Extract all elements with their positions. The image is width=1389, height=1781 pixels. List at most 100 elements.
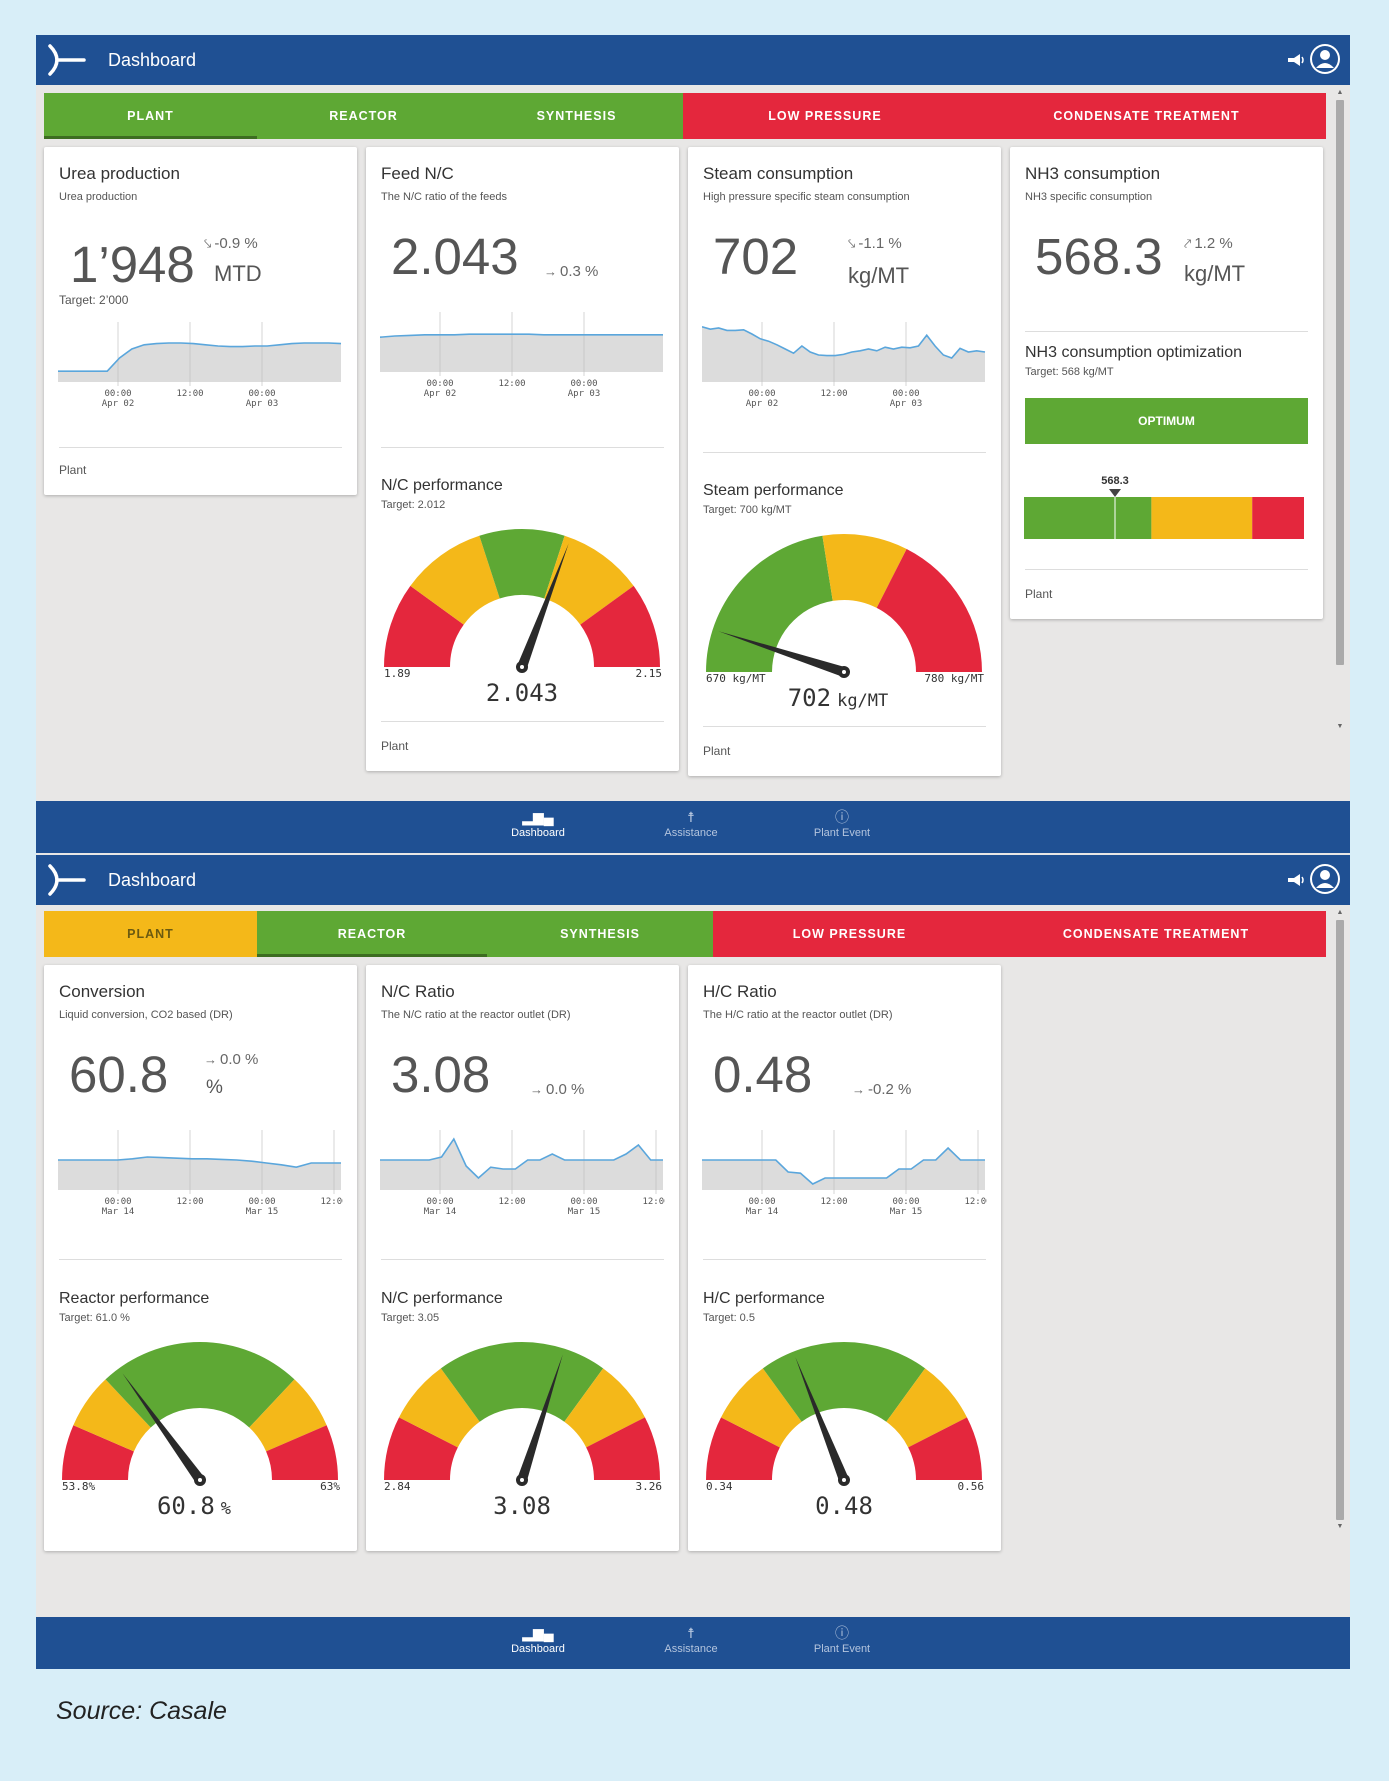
nav-assistance[interactable]: ☨ Assistance	[641, 807, 741, 839]
tick-date-label: Mar 14	[424, 1207, 457, 1217]
range-band-green	[1024, 497, 1152, 539]
tick-date-label: Apr 02	[102, 399, 135, 409]
scrollbar[interactable]: ▲ ▼	[1334, 909, 1346, 1530]
range-marker-icon	[1109, 489, 1121, 497]
megaphone-icon[interactable]	[1286, 870, 1306, 890]
scroll-thumb[interactable]	[1336, 100, 1344, 665]
nav-dashboard[interactable]: ▂▆▄ Dashboard	[488, 807, 588, 839]
gauge-band-red	[266, 1425, 338, 1480]
tab-synthesis[interactable]: SYNTHESIS	[470, 93, 683, 139]
tick-label: 00:00	[748, 389, 775, 399]
divider	[381, 721, 664, 722]
range-band-red	[1252, 497, 1304, 539]
gauge-band-green	[479, 529, 565, 599]
kpi-trend: → -0.2 %	[852, 1081, 912, 1098]
tick-label: 00:00	[892, 1197, 919, 1207]
bar-chart-icon: ▂▆▄	[522, 1625, 554, 1641]
account-icon[interactable]	[1308, 42, 1342, 76]
gauge-needle	[122, 1373, 205, 1483]
gauge-max-label: 780 kg/MT	[924, 672, 984, 685]
casale-logo-icon[interactable]	[44, 862, 88, 898]
kpi-value: 0.48	[713, 1046, 813, 1103]
gauge-needle-center	[520, 665, 524, 669]
gauge-band-red	[384, 1417, 458, 1480]
chart-line	[702, 1146, 985, 1185]
scroll-thumb[interactable]	[1336, 920, 1344, 1520]
kpi-trend: ⤥ -1.1 %	[848, 235, 902, 252]
gauge-needle-center	[520, 1478, 524, 1482]
chart-line	[58, 1156, 341, 1169]
tick-date-label: Apr 03	[246, 399, 279, 409]
tick-label: 12:00	[176, 1197, 203, 1207]
nc-performance-gauge: 1.89 2.15 2.043	[384, 529, 662, 707]
performance-title: H/C performance	[703, 1290, 825, 1307]
kpi-trend: ⤥ -0.9 %	[204, 235, 258, 252]
performance-title: N/C performance	[381, 1290, 503, 1307]
trending-down-icon: ⤥	[848, 236, 856, 251]
scroll-up-icon[interactable]: ▲	[1336, 89, 1344, 96]
gauge-needle	[517, 1354, 563, 1482]
tab-condensate-treatment[interactable]: CONDENSATE TREATMENT	[986, 911, 1326, 957]
gauge-needle	[517, 543, 569, 669]
card-title: NH3 consumption	[1025, 164, 1161, 183]
gauge-min-label: 0.34	[706, 1480, 733, 1493]
tab-low-pressure[interactable]: LOW PRESSURE	[683, 93, 967, 139]
tick-label: 00:00	[892, 389, 919, 399]
chart-line	[702, 326, 986, 359]
gauge-needle	[718, 631, 846, 677]
tab-plant[interactable]: PLANT	[44, 911, 257, 957]
accessibility-icon: ☨	[687, 809, 695, 825]
tab-reactor[interactable]: REACTOR	[257, 93, 470, 139]
casale-logo-icon[interactable]	[44, 42, 88, 78]
conversion-card: Conversion Liquid conversion, CO2 based …	[44, 965, 357, 1551]
dashboard-screen-1: Dashboard PLANT REACTOR SYNTHESIS LOW PR…	[36, 35, 1350, 855]
gauge-value-label: 60.8%	[157, 1492, 231, 1520]
kpi-value: 702	[713, 228, 799, 285]
kpi-trend: → 0.0 %	[530, 1081, 585, 1098]
tick-date-label: Mar 15	[568, 1207, 601, 1217]
card-subtitle: The N/C ratio at the reactor outlet (DR)	[381, 1009, 571, 1021]
nav-plant-event[interactable]: ⓘ Plant Event	[792, 807, 892, 839]
kpi-trend: ⤤ 1.2 %	[1184, 235, 1233, 252]
performance-target: Target: 0.5	[703, 1312, 755, 1324]
nav-plant-event[interactable]: ⓘ Plant Event	[792, 1623, 892, 1655]
trending-flat-icon: →	[544, 264, 557, 279]
tab-low-pressure[interactable]: LOW PRESSURE	[713, 911, 986, 957]
tick-date-label: Mar 15	[890, 1207, 923, 1217]
chart-area	[380, 334, 663, 372]
gauge-band-red	[586, 1417, 660, 1480]
tab-plant[interactable]: PLANT	[44, 93, 257, 139]
nav-assistance[interactable]: ☨ Assistance	[641, 1623, 741, 1655]
card-subtitle: Urea production	[59, 191, 138, 203]
tab-reactor[interactable]: REACTOR	[257, 911, 487, 957]
card-title: Conversion	[59, 982, 145, 1001]
gauge-value-label: 3.08	[493, 1492, 551, 1520]
kpi-value: 60.8	[69, 1046, 169, 1103]
account-icon[interactable]	[1308, 862, 1342, 896]
nc-performance-gauge: 2.84 3.26 3.08	[384, 1342, 662, 1520]
scroll-down-icon[interactable]: ▼	[1336, 723, 1344, 730]
tick-date-label: Apr 03	[890, 399, 923, 409]
optimum-status-button[interactable]: OPTIMUM	[1025, 398, 1308, 444]
nav-dashboard[interactable]: ▂▆▄ Dashboard	[488, 1623, 588, 1655]
tick-date-label: Mar 14	[102, 1207, 135, 1217]
megaphone-icon[interactable]	[1286, 50, 1306, 70]
tick-label: 00:00	[104, 389, 131, 399]
scroll-down-icon[interactable]: ▼	[1336, 1523, 1344, 1530]
tab-condensate-treatment[interactable]: CONDENSATE TREATMENT	[967, 93, 1326, 139]
card-subtitle: The N/C ratio of the feeds	[381, 191, 507, 203]
scroll-up-icon[interactable]: ▲	[1336, 909, 1344, 916]
gauge-band-yellow	[410, 535, 500, 625]
optimization-title: NH3 consumption optimization	[1025, 344, 1242, 361]
performance-target: Target: 3.05	[381, 1312, 440, 1324]
gauge-band-yellow	[564, 1368, 645, 1448]
scrollbar[interactable]: ▲ ▼	[1334, 89, 1346, 730]
tick-label: 00:00	[570, 379, 597, 389]
hc-ratio-card: H/C Ratio The H/C ratio at the reactor o…	[688, 965, 1001, 1551]
divider	[59, 1259, 342, 1260]
tab-synthesis[interactable]: SYNTHESIS	[487, 911, 713, 957]
divider	[1025, 331, 1308, 332]
hc-performance-gauge: 0.34 0.56 0.48	[706, 1342, 984, 1520]
kpi-value: 1’948	[70, 236, 195, 293]
